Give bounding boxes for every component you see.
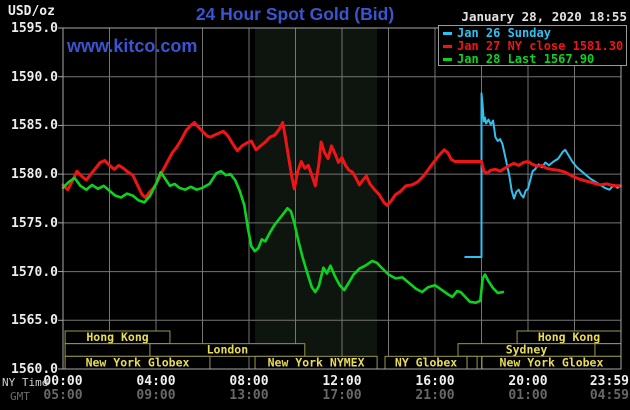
- session-box-london: [149, 343, 306, 357]
- legend-dash-icon: [443, 45, 452, 48]
- gmt-tick-label: 09:00: [136, 388, 176, 403]
- gmt-tick-label: 13:00: [229, 388, 269, 403]
- gmt-axis-label: GMT: [10, 390, 30, 403]
- session-label: New York NYMEX: [268, 355, 365, 369]
- session-label: Hong Kong: [86, 330, 148, 344]
- legend-entry-label: Jan 26 Sunday: [457, 26, 551, 40]
- chart-title: 24 Hour Spot Gold (Bid): [195, 4, 395, 24]
- legend-entry-1: Jan 27 NY close 1581.30: [443, 40, 626, 53]
- legend-entry-2: Jan 28 Last 1567.90: [443, 53, 626, 66]
- session-label: NY Globex: [395, 355, 457, 369]
- gmt-tick-label: 04:59: [589, 388, 629, 403]
- price-series-jan26: [464, 92, 622, 258]
- gmt-tick-label: 05:00: [43, 388, 83, 403]
- gmt-tick-label: 01:00: [508, 388, 548, 403]
- session-label: Hong Kong: [538, 330, 600, 344]
- y-axis-tick-label: 1595.0: [11, 21, 58, 36]
- y-axis-tick-label: 1560.0: [11, 362, 58, 377]
- ny-time-tick-label: 20:00: [508, 374, 548, 389]
- legend-dash-icon: [443, 32, 452, 35]
- gmt-tick-label: 21:00: [415, 388, 455, 403]
- price-series-jan28: [61, 169, 505, 305]
- ny-time-tick-label: 08:00: [229, 374, 269, 389]
- legend-entry-label: Jan 28 Last 1567.90: [457, 52, 595, 66]
- ny-time-axis-label: NY Time: [2, 376, 49, 389]
- ny-time-tick-label: 16:00: [415, 374, 455, 389]
- gmt-tick-label: 17:00: [322, 388, 362, 403]
- ny-time-tick-label: 00:00: [43, 374, 83, 389]
- legend-entry-0: Jan 26 Sunday: [443, 27, 626, 40]
- session-label: Sydney: [506, 343, 548, 357]
- ny-time-tick-label: 12:00: [322, 374, 362, 389]
- y-axis-tick-label: 1575.0: [11, 215, 58, 231]
- session-box-empty: [466, 355, 478, 370]
- datetime-label: January 28, 2020 18:55: [461, 9, 627, 24]
- session-label: New York Globex: [500, 355, 604, 369]
- session-label: London: [207, 343, 249, 357]
- ny-time-tick-label: 04:00: [136, 374, 176, 389]
- y-axis-tick-label: 1570.0: [11, 264, 58, 280]
- legend-dash-icon: [443, 58, 452, 61]
- nymex-session-band: [255, 28, 378, 369]
- y-axis-tick-label: 1565.0: [11, 313, 58, 329]
- legend: Jan 26 Sunday Jan 27 NY close 1581.30 Jan …: [438, 25, 627, 66]
- ny-time-tick-label: 23:59: [589, 374, 629, 389]
- y-axis-tick-label: 1580.0: [11, 167, 58, 183]
- y-axis-tick-label: 1585.0: [11, 118, 58, 134]
- plot-border: [62, 27, 622, 370]
- y-axis-unit-label: USD/oz: [8, 4, 55, 19]
- legend-entry-label: Jan 27 NY close 1581.30: [457, 39, 624, 53]
- y-axis-tick-label: 1590.0: [11, 69, 58, 85]
- kitco-watermark: www.kitco.com: [67, 36, 198, 56]
- session-label: New York Globex: [86, 355, 190, 369]
